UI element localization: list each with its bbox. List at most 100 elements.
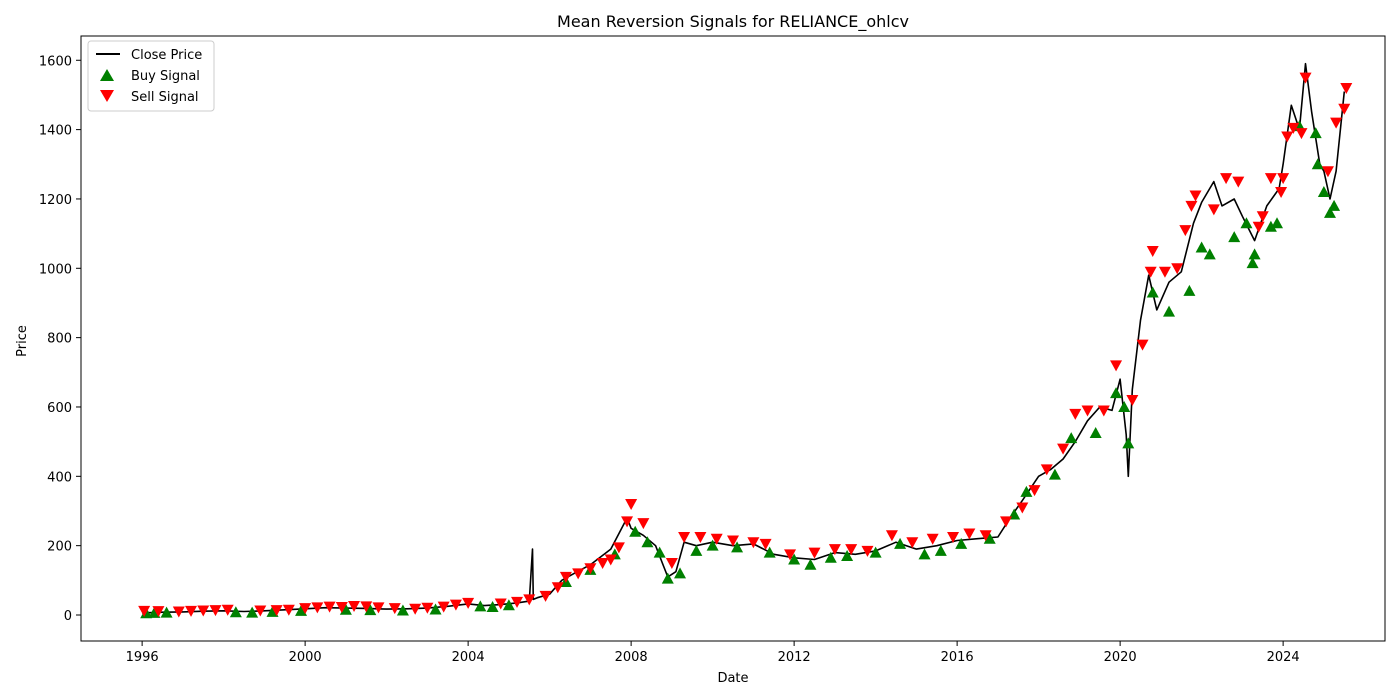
y-tick-label: 0 [64, 609, 72, 624]
x-tick-label: 2024 [1267, 650, 1300, 665]
buy-signal-marker [1110, 387, 1123, 399]
sell-signal-marker [1110, 360, 1123, 372]
sell-signal-marker [963, 528, 976, 540]
buy-signal-marker [1311, 158, 1324, 170]
buy-signal-marker [364, 604, 377, 616]
sell-signal-marker [197, 605, 210, 617]
x-tick-label: 2016 [941, 650, 974, 665]
sell-signal-marker [311, 602, 324, 614]
x-tick-label: 2000 [289, 650, 322, 665]
buy-signal-marker [1264, 220, 1277, 232]
sell-signal-marker [1295, 128, 1308, 140]
x-tick-label: 2012 [778, 650, 811, 665]
plot-frame [80, 35, 1386, 642]
sell-signal-marker [759, 538, 772, 550]
legend-close-price-label: Close Price [131, 48, 202, 63]
sell-signal-marker [1232, 176, 1245, 188]
y-tick-label: 800 [47, 332, 72, 347]
legend-buy-signal-label: Buy Signal [131, 69, 200, 84]
buy-signal-marker [934, 544, 947, 556]
buy-signal-marker [690, 544, 703, 556]
sell-signal-marker [808, 547, 821, 559]
buy-signal-marker [983, 532, 996, 544]
buy-signal-marker [474, 600, 487, 612]
sell-signal-marker [747, 537, 760, 549]
buy-signal-marker [894, 537, 907, 549]
sell-signal-marker [1144, 266, 1157, 278]
buy-signal-marker [1118, 400, 1131, 412]
buy-signal-marker [1203, 248, 1216, 260]
x-axis-label: Date [717, 671, 748, 686]
buy-signal-marker [1228, 231, 1241, 243]
x-tick-label: 2004 [452, 650, 485, 665]
buy-signal-marker [869, 546, 882, 558]
x-tick-label: 1996 [126, 650, 159, 665]
sell-signal-marker [1000, 516, 1013, 528]
sell-signal-marker [947, 531, 960, 543]
buy-signal-marker [1122, 437, 1135, 449]
y-axis: 0 200 400 600 800 1000 1200 1400 1600 [39, 54, 81, 624]
legend: Close Price Buy Signal Sell Signal [87, 40, 215, 112]
sell-signal-marker [784, 549, 797, 561]
sell-signal-marker [299, 603, 312, 615]
sell-signal-marker [621, 516, 634, 528]
sell-signal-marker [1179, 225, 1192, 237]
buy-signal-marker [918, 548, 931, 560]
sell-signal-marker [979, 530, 992, 542]
sell-signal-marker [270, 605, 283, 617]
sell-signal-marker [360, 601, 373, 613]
sell-signal-marker [1330, 117, 1343, 129]
buy-signal-marker [1328, 199, 1341, 211]
legend-box [87, 40, 215, 112]
sell-signal-marker [665, 557, 678, 569]
sell-signal-marker [559, 571, 572, 583]
sell-signal-marker [1146, 245, 1159, 257]
sell-signal-marker [1040, 464, 1053, 476]
sell-signal-marker [612, 542, 625, 554]
sell-signal-marker [323, 601, 336, 613]
buy-signal-marker [1248, 248, 1261, 260]
buy-signal-marker [1163, 305, 1176, 317]
sell-signal-marker [282, 604, 295, 616]
sell-signal-marker [462, 597, 475, 609]
sell-signal-marker [1158, 266, 1171, 278]
sell-signal-marker [221, 604, 234, 616]
buy-signal-marker [661, 572, 674, 584]
buy-signal-marker [295, 604, 308, 616]
sell-signal-marker [861, 545, 874, 557]
sell-signal-marker [138, 605, 151, 617]
sell-signal-marker [1275, 187, 1288, 199]
buy-signal-marker [396, 604, 409, 616]
buy-signal-marker [1089, 426, 1102, 438]
buy-signal-marker [1020, 485, 1033, 497]
sell-signal-marker [437, 601, 450, 613]
sell-signal-marker [348, 600, 361, 612]
buy-signal-marker [653, 546, 666, 558]
buy-signal-marker [229, 606, 242, 618]
sell-signal-marker [523, 594, 536, 606]
buy-signal-marker [1065, 432, 1078, 444]
sell-signal-marker [254, 605, 267, 617]
sell-signal-marker [1126, 395, 1139, 407]
buy-signal-marker [1271, 217, 1284, 229]
sell-signal-marker [1252, 221, 1265, 233]
sell-signal-marker [1207, 204, 1220, 216]
buy-signal-marker [763, 546, 776, 558]
buy-signal-marker [1309, 127, 1322, 139]
y-tick-label: 1000 [39, 262, 72, 277]
x-axis: 1996 2000 2004 2008 2012 2016 2020 2024 [126, 641, 1300, 665]
buy-signal-marker [1246, 257, 1259, 269]
sell-signal-marker [845, 544, 858, 556]
sell-signal-marker [1081, 405, 1094, 417]
sell-signal-marker [727, 535, 739, 547]
y-tick-label: 200 [47, 540, 72, 555]
sell-signal-marker [1338, 103, 1351, 115]
sell-signal-marker [584, 563, 597, 575]
sell-signal-marker [906, 537, 919, 549]
sell-signal-marker [1171, 263, 1184, 275]
sell-signal-marker [172, 606, 185, 618]
sell-signal-marker [152, 606, 165, 618]
sell-signal-marker [710, 533, 723, 545]
